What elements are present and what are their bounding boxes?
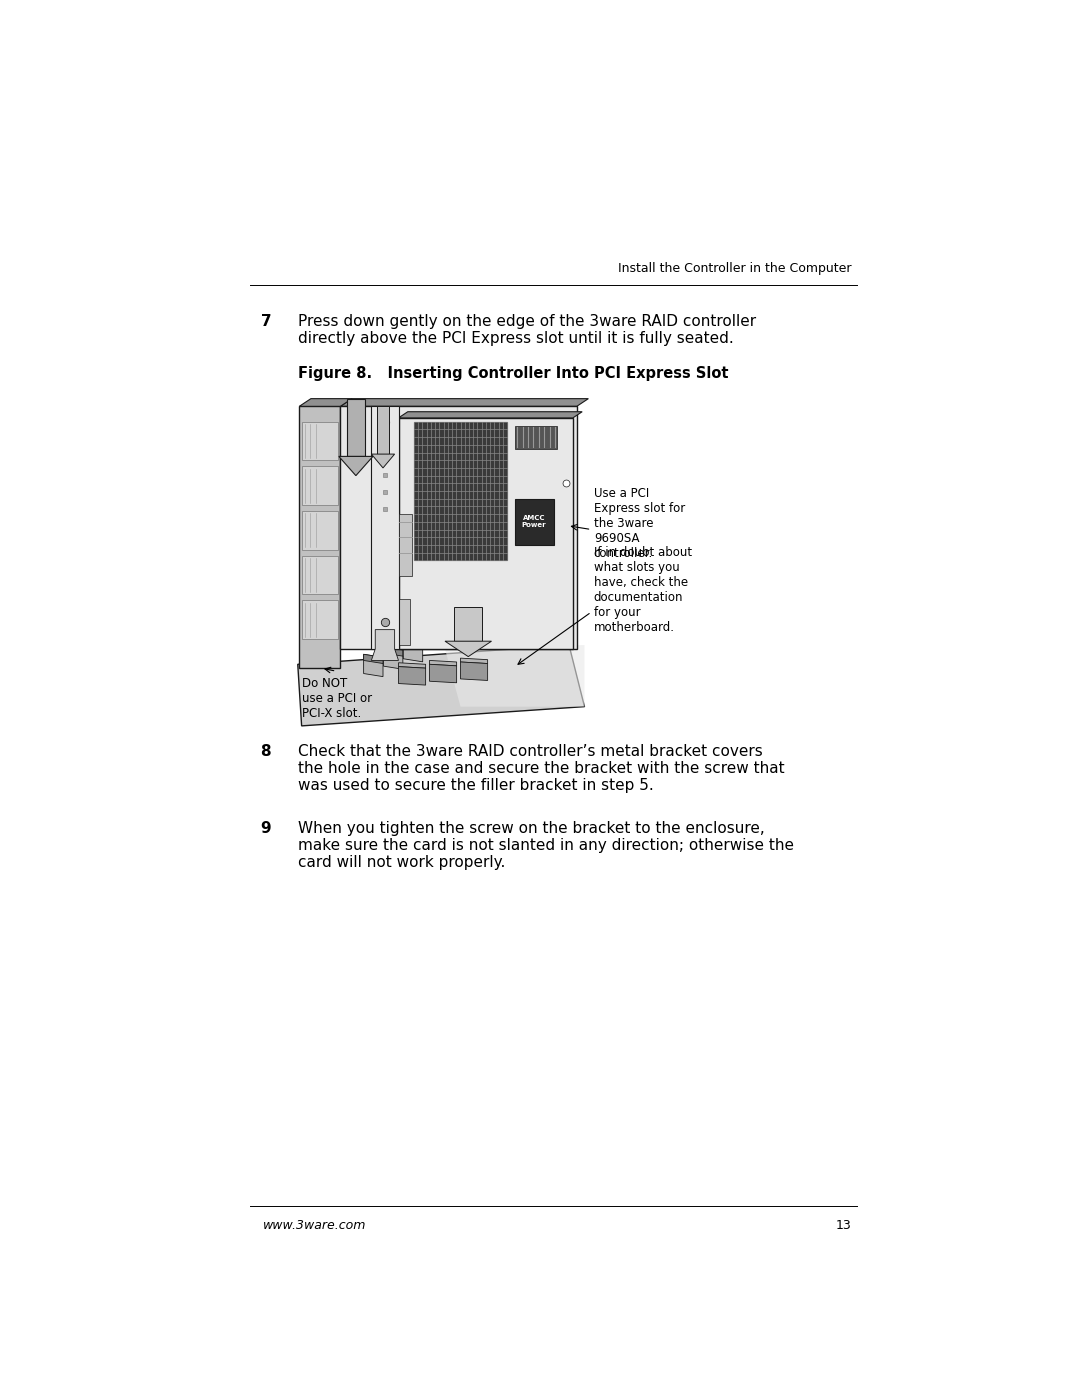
- Polygon shape: [301, 601, 338, 638]
- Polygon shape: [347, 398, 365, 457]
- Polygon shape: [298, 645, 584, 726]
- Polygon shape: [383, 647, 403, 669]
- Polygon shape: [372, 407, 399, 648]
- Polygon shape: [399, 418, 572, 648]
- Polygon shape: [339, 457, 373, 475]
- Polygon shape: [340, 407, 577, 648]
- Polygon shape: [399, 412, 582, 418]
- Text: Do NOT
use a PCI or
PCI-X slot.: Do NOT use a PCI or PCI-X slot.: [301, 678, 372, 721]
- Text: 13: 13: [836, 1220, 852, 1232]
- Polygon shape: [340, 398, 589, 407]
- Polygon shape: [299, 407, 340, 668]
- Text: www.3ware.com: www.3ware.com: [262, 1220, 366, 1232]
- Polygon shape: [399, 514, 413, 576]
- Polygon shape: [383, 647, 403, 657]
- Text: Install the Controller in the Computer: Install the Controller in the Computer: [619, 263, 852, 275]
- Polygon shape: [460, 658, 488, 664]
- Polygon shape: [403, 640, 422, 662]
- Polygon shape: [399, 662, 426, 668]
- Polygon shape: [515, 499, 554, 545]
- Text: Press down gently on the edge of the 3ware RAID controller
directly above the PC: Press down gently on the edge of the 3wa…: [298, 314, 756, 346]
- Polygon shape: [515, 426, 557, 448]
- Polygon shape: [445, 645, 584, 707]
- Text: 7: 7: [260, 314, 271, 328]
- Text: AMCC
Power: AMCC Power: [522, 515, 546, 528]
- Text: If in doubt about
what slots you
have, check the
documentation
for your
motherbo: If in doubt about what slots you have, c…: [594, 546, 692, 634]
- Polygon shape: [399, 666, 426, 685]
- Polygon shape: [377, 407, 389, 454]
- Polygon shape: [430, 665, 457, 683]
- Polygon shape: [299, 398, 352, 407]
- Polygon shape: [301, 467, 338, 504]
- Polygon shape: [372, 630, 399, 661]
- Polygon shape: [301, 511, 338, 549]
- Text: Check that the 3ware RAID controller’s metal bracket covers
the hole in the case: Check that the 3ware RAID controller’s m…: [298, 743, 784, 793]
- Polygon shape: [301, 556, 338, 594]
- Polygon shape: [414, 422, 507, 560]
- Polygon shape: [301, 422, 338, 460]
- Polygon shape: [364, 654, 383, 664]
- Polygon shape: [394, 599, 410, 645]
- Polygon shape: [445, 641, 491, 657]
- Text: When you tighten the screw on the bracket to the enclosure,
make sure the card i: When you tighten the screw on the bracke…: [298, 820, 794, 870]
- Polygon shape: [430, 661, 457, 666]
- Text: Figure 8.   Inserting Controller Into PCI Express Slot: Figure 8. Inserting Controller Into PCI …: [298, 366, 728, 381]
- Text: Use a PCI
Express slot for
the 3ware
9690SA
controller.: Use a PCI Express slot for the 3ware 969…: [594, 488, 685, 560]
- Polygon shape: [372, 454, 394, 468]
- Polygon shape: [403, 640, 422, 648]
- Polygon shape: [455, 606, 482, 641]
- Text: 8: 8: [260, 743, 271, 759]
- Text: 9: 9: [260, 820, 271, 835]
- Polygon shape: [460, 662, 488, 680]
- Polygon shape: [364, 654, 383, 676]
